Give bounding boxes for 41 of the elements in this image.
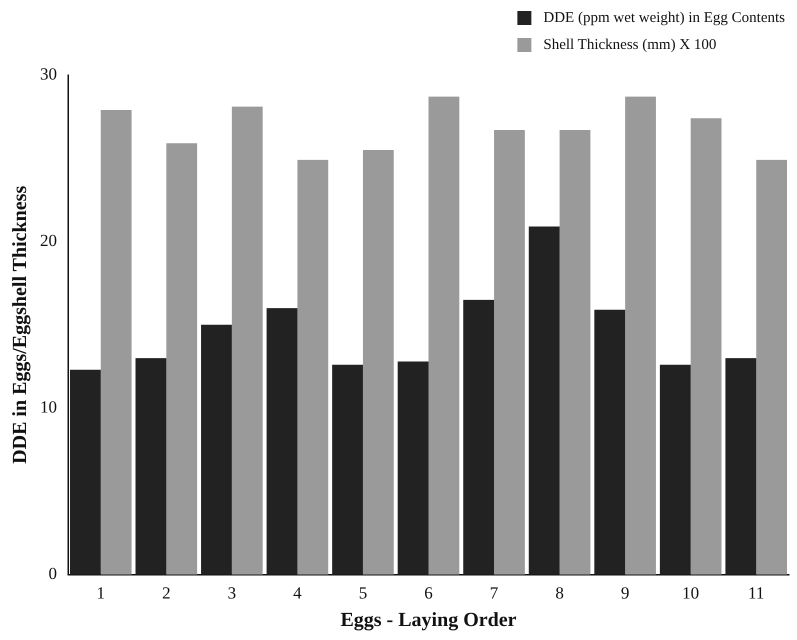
x-tick-label: 9 <box>620 583 630 602</box>
x-axis-title: Eggs - Laying Order <box>340 609 517 632</box>
bar <box>494 130 525 575</box>
bar <box>100 110 132 575</box>
y-tick-label: 30 <box>40 64 57 84</box>
x-tick-label: 8 <box>555 583 564 602</box>
y-tick-label: 20 <box>40 231 57 250</box>
bar <box>756 160 788 575</box>
x-tick-label: 7 <box>490 583 499 602</box>
bar <box>136 358 166 575</box>
bar <box>332 364 363 575</box>
bar <box>660 364 691 575</box>
bar <box>398 361 428 575</box>
bar <box>297 160 328 575</box>
bar <box>428 96 460 575</box>
bar <box>560 130 590 575</box>
x-tick-label: 4 <box>293 583 302 602</box>
y-tick-label: 0 <box>48 564 57 584</box>
x-tick-label: 11 <box>748 583 764 602</box>
x-tick-label: 10 <box>682 583 700 602</box>
bar <box>266 308 298 575</box>
bar <box>70 370 101 575</box>
x-tick-label: 5 <box>358 583 368 602</box>
legend-label: DDE (ppm wet weight) in Egg Contents <box>543 10 786 26</box>
x-tick-label: 3 <box>228 583 236 602</box>
bar <box>463 300 494 575</box>
bar <box>362 150 394 575</box>
x-tick-label: 6 <box>424 583 433 602</box>
bar <box>594 310 626 575</box>
legend-label: Shell Thickness (mm) X 100 <box>543 36 716 53</box>
bar <box>690 118 722 575</box>
bar <box>725 358 756 575</box>
x-tick-label: 2 <box>162 583 171 602</box>
x-tick-label: 1 <box>96 583 106 602</box>
bar <box>232 106 263 575</box>
bar <box>528 226 560 575</box>
bar <box>166 143 198 575</box>
bar <box>201 324 232 575</box>
bar <box>625 96 656 575</box>
y-axis-title: DDE in Eggs/Eggshell Thickness <box>9 186 32 464</box>
y-tick-label: 10 <box>40 398 57 417</box>
